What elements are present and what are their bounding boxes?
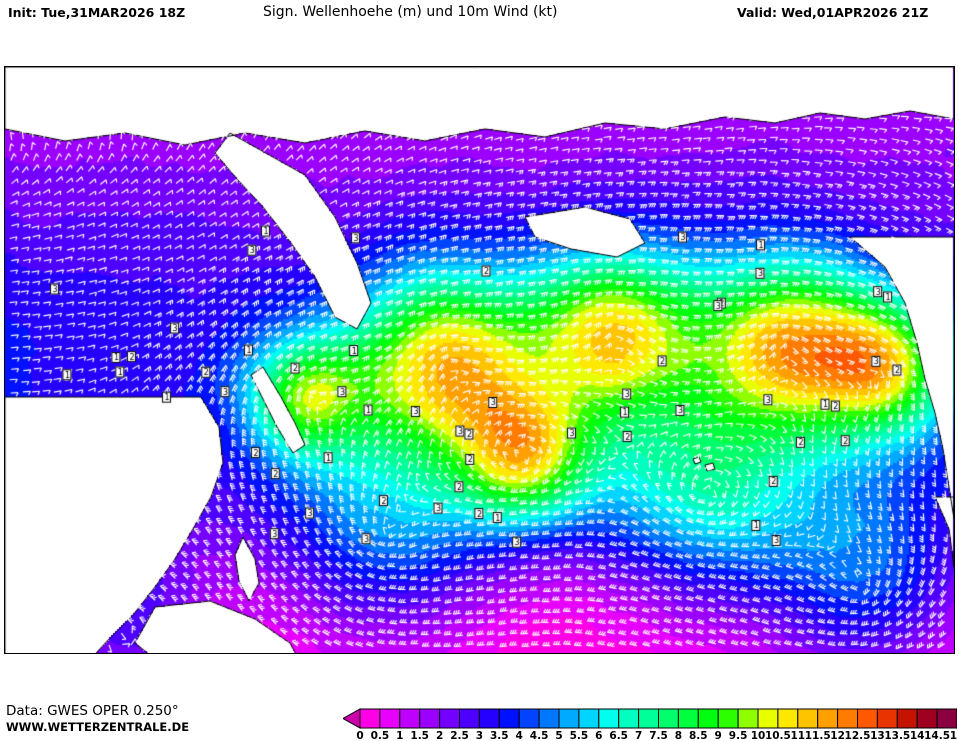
colorbar-cell [677,708,699,729]
colorbar-tick-label: 6 [595,730,602,741]
colorbar-tick-label: 13.5 [884,730,910,741]
init-time-label: Init: Tue,31MAR2026 18Z [8,5,186,20]
colorbar-tick-label: 0 [356,730,363,741]
colorbar-cell [399,708,421,729]
colorbar-tick-label: 8.5 [689,730,708,741]
colorbar-tick-label: 1.5 [410,730,429,741]
colorbar-cell [638,708,660,729]
colorbar-cell [598,708,620,729]
colorbar-cell [359,708,381,729]
colorbar-cell [777,708,799,729]
colorbar-tick-label: 14 [910,730,925,741]
colorbar-tick-label: 10 [751,730,766,741]
colorbar-tick-label: 6.5 [609,730,628,741]
colorbar-tick-label: 11 [790,730,805,741]
colorbar-tick-label: 3 [476,730,483,741]
colorbar-cell [618,708,640,729]
colorbar-cell [379,708,401,729]
colorbar-cell [797,708,819,729]
colorbar-cell [857,708,878,729]
colorbar-cell [737,708,759,729]
colorbar-tick-label: 5 [555,730,562,741]
colorbar-tick-label: 4 [516,730,523,741]
colorbar-tick-label: 4.5 [530,730,549,741]
colorbar-cell [578,708,600,729]
colorbar-tick-label: 8 [675,730,682,741]
colorbar-cell [697,708,719,729]
colorbar-tick-label: 12.5 [845,730,871,741]
colorbar-cell [439,708,460,729]
colorbar-tick-label: 12 [830,730,845,741]
colorbar-tick-label: 9.5 [729,730,748,741]
colorbar-cell [837,708,859,729]
colorbar-tick-label: 2.5 [450,730,469,741]
colorbar-cell [478,708,500,729]
colorbar-cell [817,708,839,729]
colorbar-cell [916,708,938,729]
colorbar-cell [419,708,441,729]
website-label: WWW.WETTERZENTRALE.DE [6,720,190,734]
colorbar-tick-label: 10.5 [765,730,791,741]
colorbar-under-arrow [343,708,361,729]
data-source-label: Data: GWES OPER 0.250° [6,703,179,719]
colorbar-cell [876,708,898,729]
colorbar-tick-label: 7.5 [649,730,668,741]
footer-credits: Data: GWES OPER 0.250° WWW.WETTERZENTRAL… [6,703,336,735]
colorbar-cell [936,708,957,729]
colorbar-cell [658,708,679,729]
colorbar-cell [757,708,779,729]
colorbar-tick-label: 5.5 [570,730,589,741]
colorbar-tick-label: 9 [715,730,722,741]
colorbar-tick-label: 14.5 [924,730,950,741]
colorbar-tick-label: 0.5 [371,730,390,741]
colorbar-tick-label: 2 [436,730,443,741]
colorbar-cell [518,708,540,729]
colorbar-cell [538,708,560,729]
colorbar-cell [896,708,918,729]
colorbar-cell [558,708,580,729]
colorbar-cell [498,708,520,729]
colorbar-tick-label: 13 [870,730,885,741]
valid-time-label: Valid: Wed,01APR2026 21Z [737,5,929,20]
colorbar-tick-label: 3.5 [490,730,509,741]
colorbar-legend: 0 0.5 1 1.5 2 2.5 3 3.5 4 4.5 5 5.5 6 6.5 7 7.5 8 8.5 9 9.5… [343,706,957,741]
colorbar-cell [459,708,480,729]
header-bar: Init: Tue,31MAR2026 18Z Sign. Wellenhoeh… [0,0,959,30]
colorbar-tick-label: 7 [635,730,642,741]
colorbar-tick-label: 15 [950,730,957,741]
colorbar-tick-label: 11.5 [805,730,831,741]
map-frame [4,66,955,654]
wave-height-map [5,67,954,653]
colorbar-tick-label: 1 [396,730,403,741]
colorbar-cell [717,708,739,729]
page-title: Sign. Wellenhoehe (m) und 10m Wind (kt) [263,4,558,20]
colorbar-svg: 0 0.5 1 1.5 2 2.5 3 3.5 4 4.5 5 5.5 6 6.5 7 7.5 8 8.5 9 9.5… [343,708,957,741]
